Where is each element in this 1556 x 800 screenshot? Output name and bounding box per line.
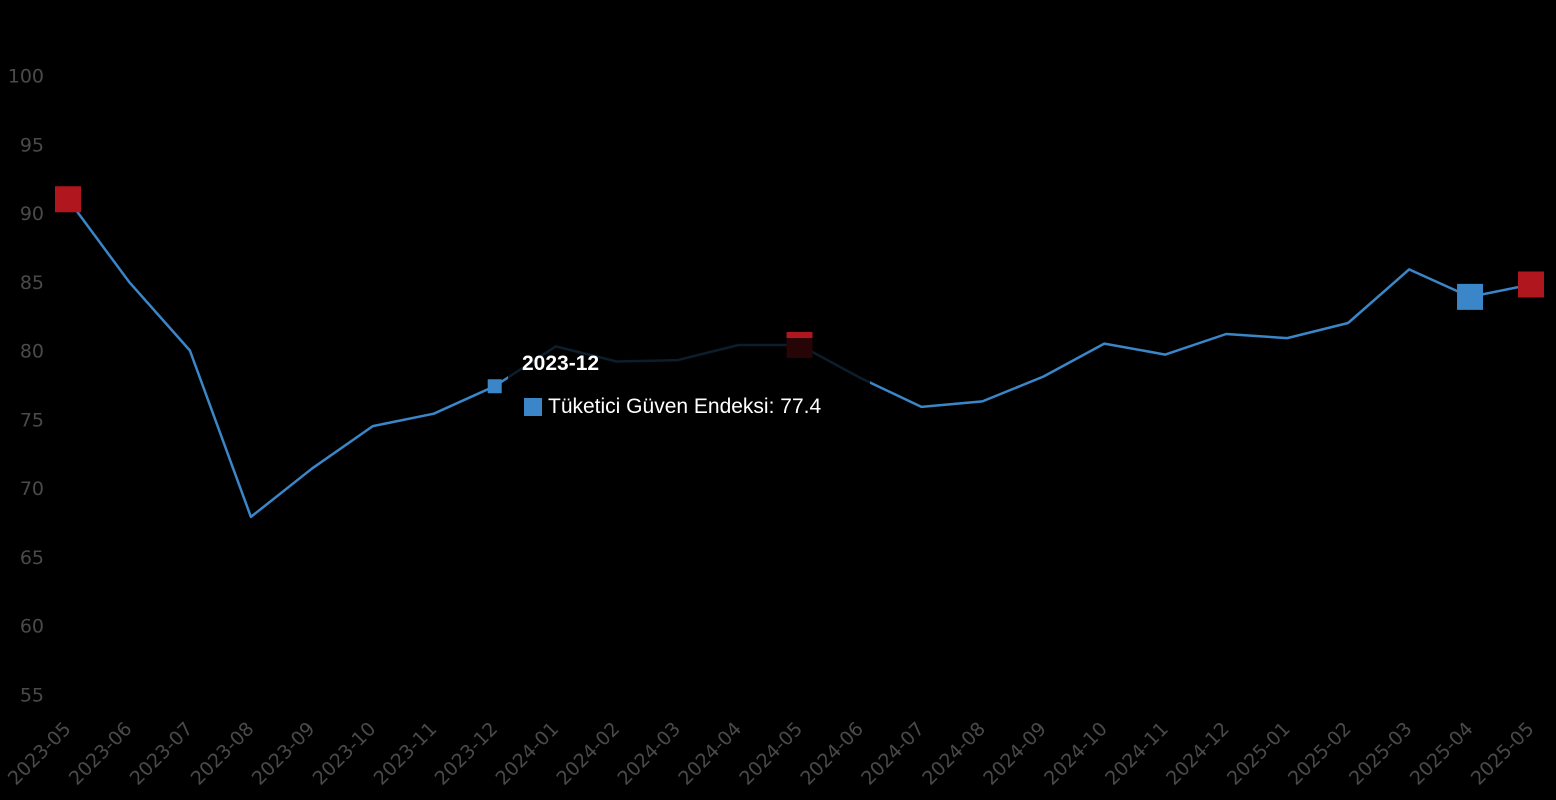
y-tick-label: 80 — [20, 341, 44, 363]
x-tick-label: 2025-02 — [1284, 718, 1356, 790]
y-tick-label: 100 — [8, 66, 44, 88]
tooltip-series-swatch — [524, 398, 542, 416]
highlight-marker[interactable] — [1518, 271, 1544, 298]
y-tick-label: 85 — [20, 272, 44, 294]
x-tick-label: 2025-03 — [1345, 718, 1417, 790]
tooltip: 2023-12 Tüketici Güven Endeksi: 77.4 — [508, 338, 870, 430]
x-tick-label: 2024-12 — [1162, 718, 1234, 790]
x-tick-label: 2023-10 — [309, 718, 381, 790]
x-tick-label: 2024-07 — [857, 718, 929, 790]
tooltip-row: Tüketici Güven Endeksi: 77.4 — [524, 395, 821, 419]
y-tick-label: 90 — [20, 203, 44, 225]
x-tick-label: 2023-11 — [370, 718, 442, 790]
x-tick-label: 2023-06 — [65, 718, 137, 790]
x-tick-label: 2023-08 — [187, 718, 259, 790]
x-tick-label: 2023-12 — [431, 718, 503, 790]
x-tick-label: 2025-05 — [1467, 718, 1539, 790]
x-tick-label: 2024-09 — [979, 718, 1051, 790]
x-axis: 2023-052023-062023-072023-082023-092023-… — [4, 718, 1539, 790]
x-tick-label: 2024-08 — [918, 718, 990, 790]
x-tick-label: 2024-06 — [796, 718, 868, 790]
x-tick-label: 2023-05 — [4, 718, 76, 790]
x-tick-label: 2024-11 — [1101, 718, 1173, 790]
x-tick-label: 2024-01 — [492, 718, 564, 790]
y-tick-label: 65 — [20, 547, 44, 569]
x-tick-label: 2024-02 — [552, 718, 624, 790]
tooltip-title: 2023-12 — [522, 352, 600, 375]
x-tick-label: 2024-03 — [613, 718, 685, 790]
x-tick-label: 2025-04 — [1406, 718, 1478, 790]
highlight-marker[interactable] — [55, 186, 81, 213]
y-tick-label: 75 — [20, 409, 44, 431]
highlight-marker[interactable] — [1457, 283, 1484, 310]
x-tick-label: 2023-07 — [126, 718, 198, 790]
x-tick-label: 2024-04 — [674, 718, 746, 790]
y-tick-label: 55 — [20, 684, 44, 706]
y-tick-label: 70 — [20, 478, 44, 500]
tooltip-value-label: Tüketici Güven Endeksi: 77.4 — [548, 395, 822, 418]
y-tick-label: 60 — [20, 616, 44, 638]
x-tick-label: 2023-09 — [248, 718, 320, 790]
hovered-point-marker[interactable] — [487, 379, 502, 394]
y-tick-label: 95 — [20, 134, 44, 156]
x-tick-label: 2024-05 — [735, 718, 807, 790]
x-tick-label: 2024-10 — [1040, 718, 1112, 790]
y-axis: 100 95 90 85 80 75 70 65 60 55 — [8, 66, 44, 707]
x-tick-label: 2025-01 — [1223, 718, 1295, 790]
